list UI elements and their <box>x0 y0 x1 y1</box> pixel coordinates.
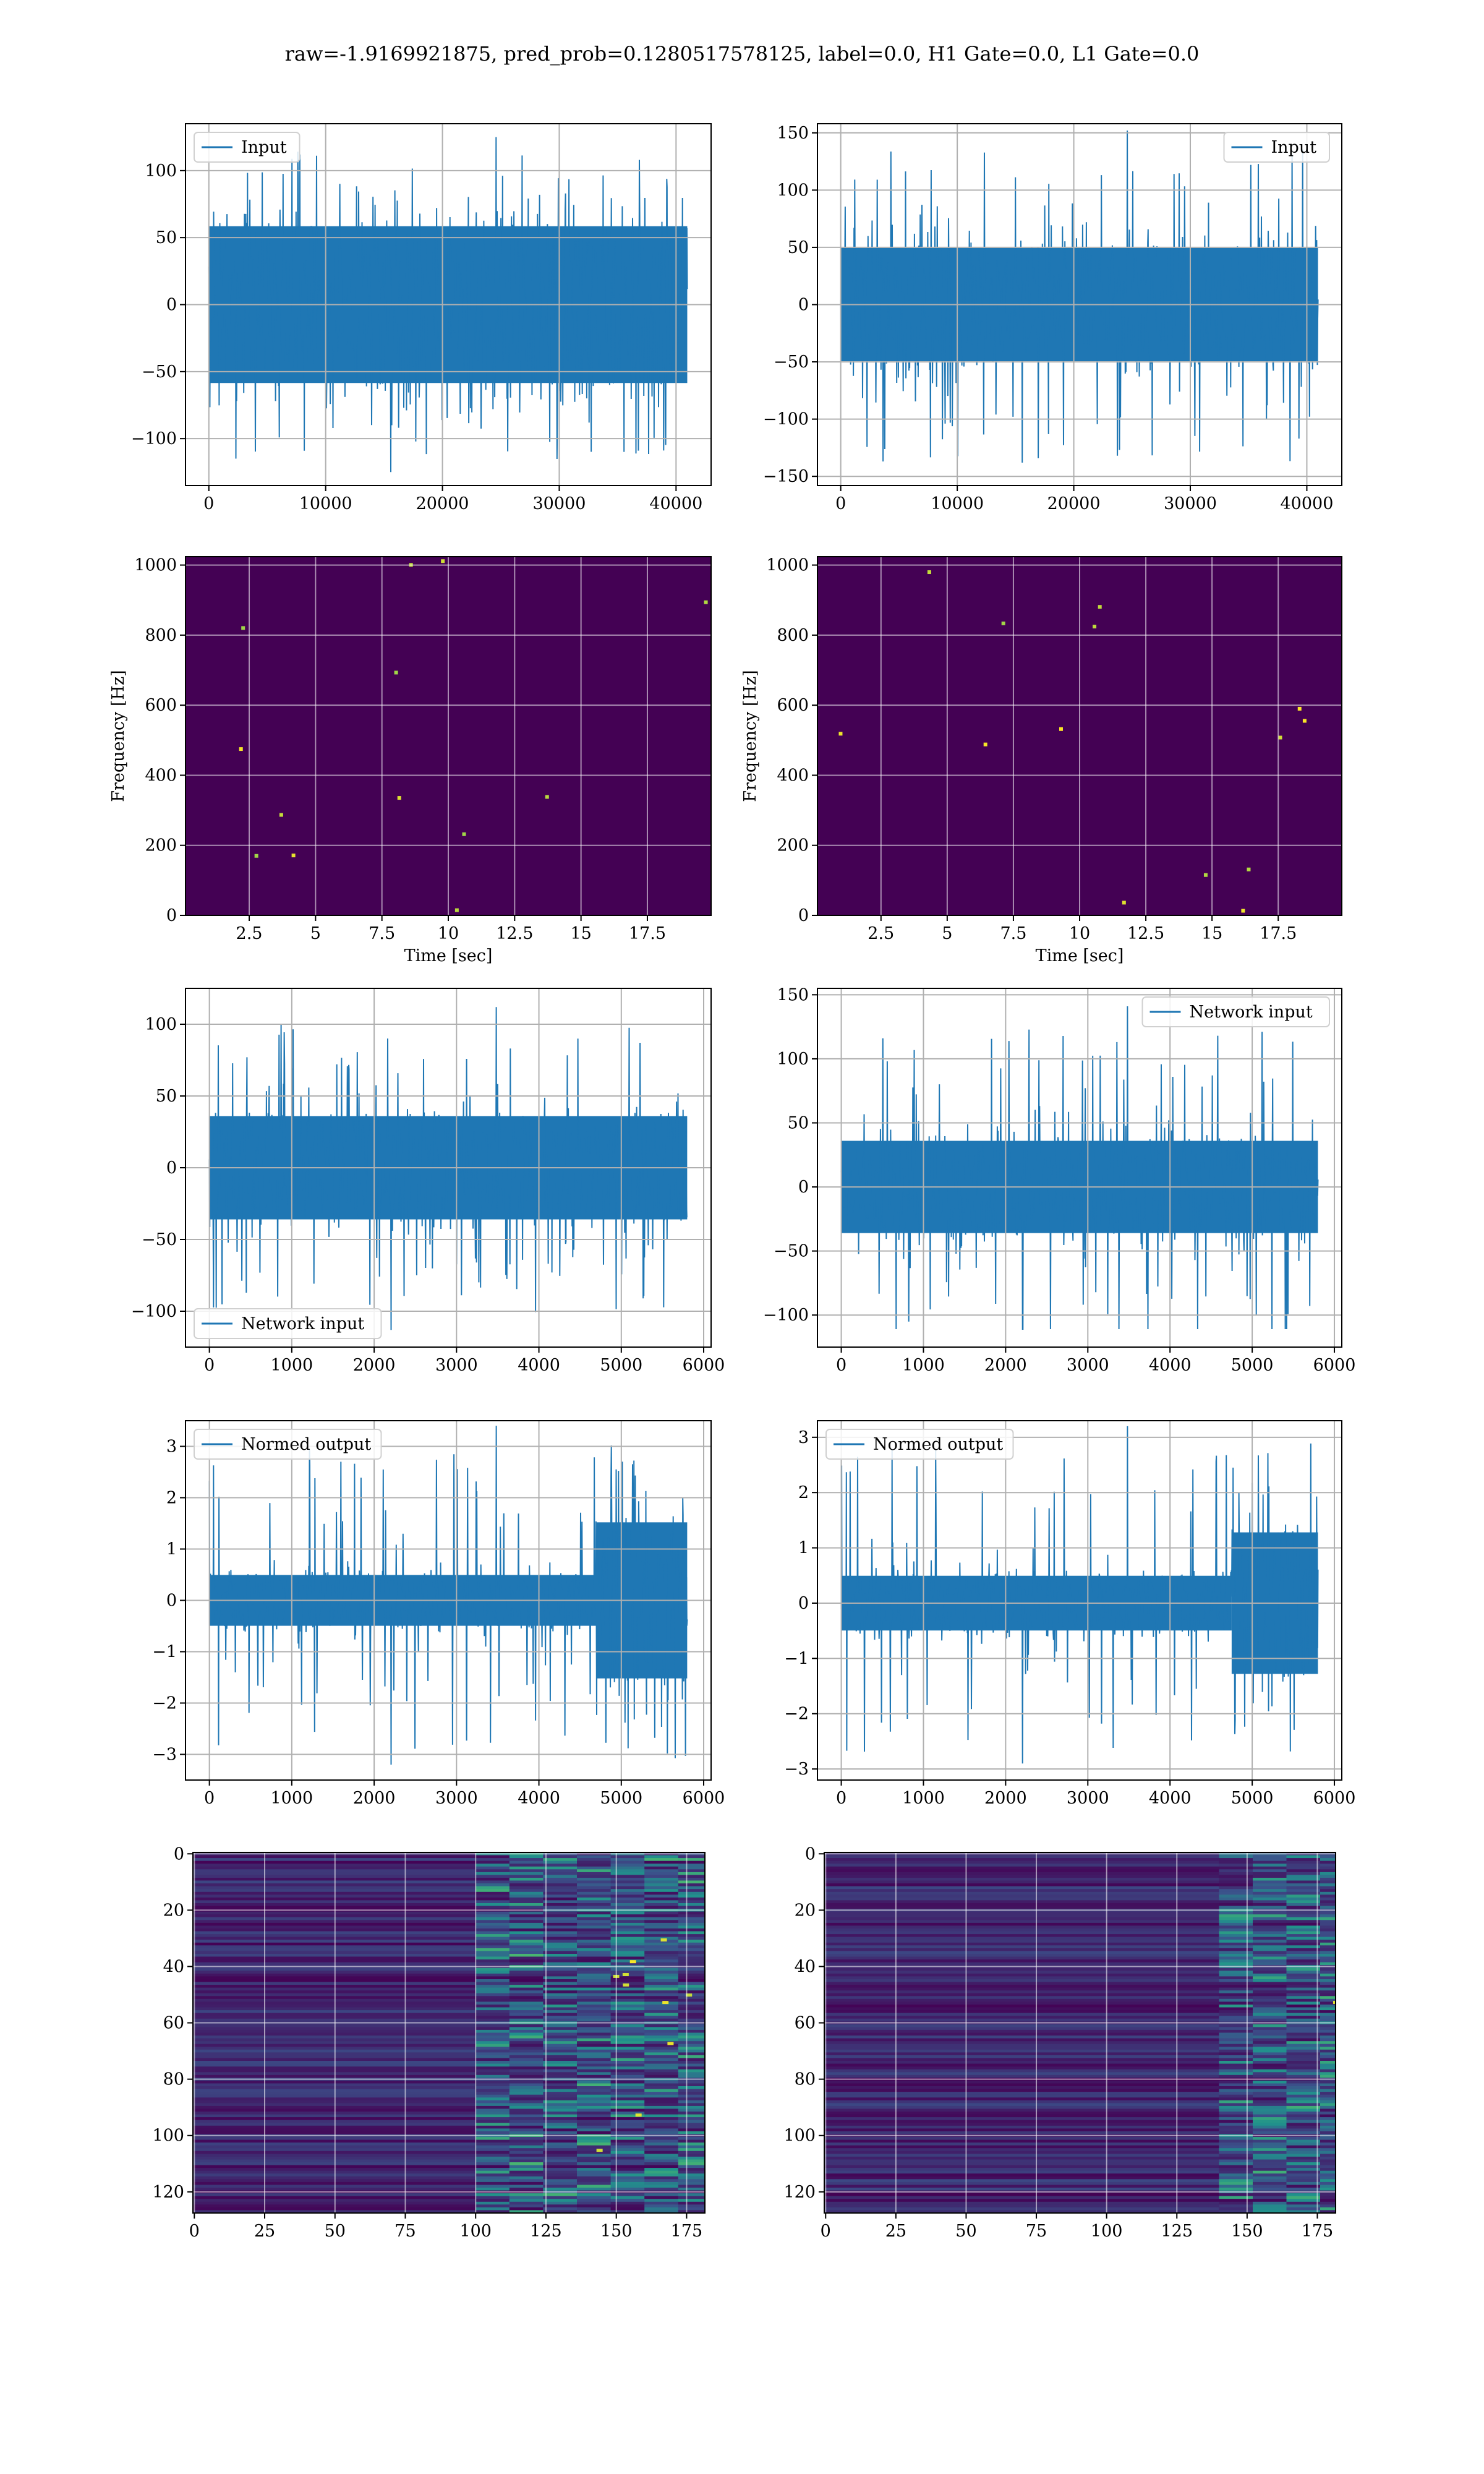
x-tick-label: 40000 <box>1281 494 1334 513</box>
y-tick-label: 150 <box>777 124 809 143</box>
heatmap-hotspot <box>462 832 466 836</box>
plot-area <box>840 131 1319 463</box>
series-line <box>208 137 688 473</box>
x-tick-label: 2.5 <box>236 924 263 943</box>
x-tick-label: 40000 <box>649 494 702 513</box>
x-tick-label: 10000 <box>931 494 984 513</box>
heatmap-hotspot <box>397 796 401 800</box>
x-tick-label: 30000 <box>532 494 586 513</box>
x-tick-label: 20000 <box>416 494 469 513</box>
x-tick-label: 12.5 <box>496 924 533 943</box>
heatmap-hotspot <box>239 747 243 751</box>
heatmap-hotspot <box>279 813 283 817</box>
y-tick-label: 800 <box>145 626 177 645</box>
x-tick-label: 15 <box>570 924 591 943</box>
legend-label: Input <box>241 138 287 157</box>
grid <box>186 557 711 916</box>
heatmap-hotspot <box>291 854 296 858</box>
grid <box>817 124 1342 486</box>
x-axis-label: Time [sec] <box>404 946 493 965</box>
chart-input-h1: 0 10000 20000 30000 40000 −100 −50 0 50 100 Input <box>131 123 712 513</box>
x-tick-label: 30000 <box>1164 494 1217 513</box>
y-tick-label: 50 <box>156 228 177 247</box>
legend-box <box>1223 132 1330 163</box>
heatmap-hotspot <box>394 670 398 675</box>
y-tick-label: −150 <box>763 467 809 486</box>
x-tick-label: 17.5 <box>629 924 666 943</box>
y-tick-label: −100 <box>763 410 809 429</box>
heatmap-hotspot <box>454 908 459 912</box>
heatmap-hotspot <box>545 795 549 799</box>
heatmap-hotspot <box>441 559 445 563</box>
legend: Input <box>1223 132 1330 163</box>
x-tick-label: 7.5 <box>369 924 395 943</box>
y-tick-label: 0 <box>166 296 177 315</box>
legend-box <box>194 132 301 163</box>
y-tick-label: 50 <box>788 238 809 257</box>
y-tick-label: 0 <box>166 906 177 925</box>
chart-spectrogram-h1: 2.5 5 7.5 10 12.5 15 17.5 0 200 400 600 800 1000 Time… <box>109 556 712 965</box>
series-line <box>840 131 1319 463</box>
y-tick-label: −100 <box>131 429 177 448</box>
y-tick-label: 200 <box>145 836 177 855</box>
y-tick-label: 400 <box>145 766 177 785</box>
x-tick-label: 10 <box>438 924 459 943</box>
x-tick-label: 10000 <box>299 494 352 513</box>
figure-title: raw=-1.9169921875, pred_prob=0.128051757… <box>284 42 1200 66</box>
chart-input-l1: 0 10000 20000 30000 40000 −150 −100 −50 0 50 100 15… <box>763 123 1342 513</box>
plot-area <box>186 557 711 915</box>
x-tick-label: 0 <box>835 494 846 513</box>
legend: Input <box>194 132 301 163</box>
y-axis-label: Frequency [Hz] <box>109 670 128 802</box>
x-tick-label: 0 <box>203 494 214 513</box>
y-tick-label: 0 <box>798 296 809 315</box>
y-tick-label: 600 <box>145 696 177 715</box>
x-tick-label: 5 <box>310 924 321 943</box>
heatmap-hotspot <box>704 600 708 604</box>
chart-spectrogram-l1: 2.5 5 7.5 10 12.5 15 17.502004006008001000Time… <box>741 556 1342 965</box>
grid <box>186 124 711 486</box>
x-tick-label: 20000 <box>1047 494 1101 513</box>
legend-label: Input <box>1271 138 1317 157</box>
y-tick-label: 1000 <box>134 556 177 575</box>
heatmap-hotspot <box>241 626 245 630</box>
heatmap-hotspot <box>254 854 258 858</box>
y-tick-label: 100 <box>145 161 177 181</box>
y-tick-label: 100 <box>777 181 809 200</box>
y-tick-label: −50 <box>774 353 809 372</box>
y-tick-label: −50 <box>142 362 177 382</box>
